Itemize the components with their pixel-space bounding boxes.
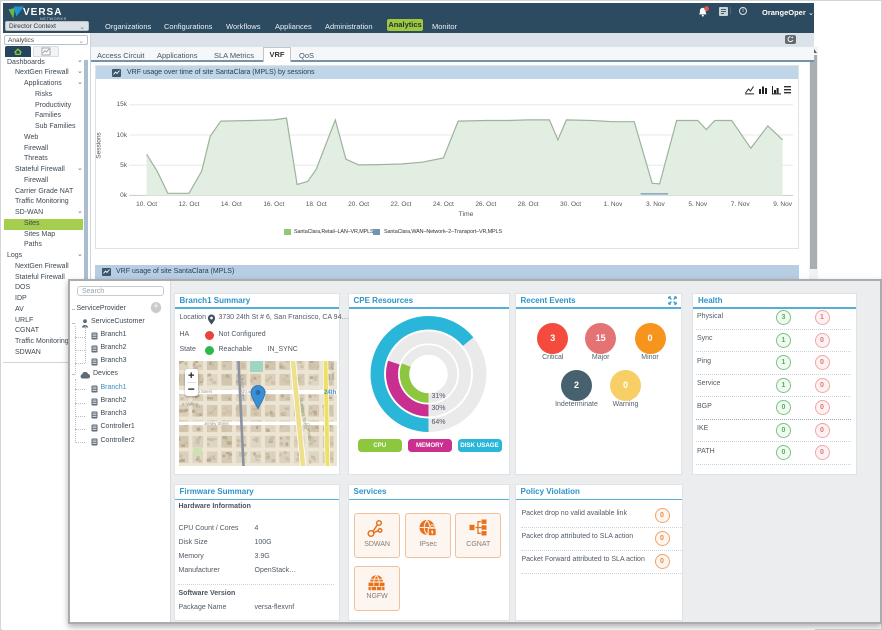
- svg-text:Guerrero Street: Guerrero Street: [298, 397, 308, 430]
- svg-text:Church Street: Church Street: [239, 374, 246, 401]
- svg-text:24th: 24th: [324, 390, 337, 396]
- svg-text:San Jose: San Jose: [330, 362, 336, 380]
- svg-text:Jersey Street: Jersey Street: [204, 421, 230, 426]
- svg-text:rio Street: rio Street: [195, 389, 213, 394]
- svg-text:Guerrero S: Guerrero S: [305, 422, 313, 445]
- svg-text:e Valley: e Valley: [182, 401, 199, 406]
